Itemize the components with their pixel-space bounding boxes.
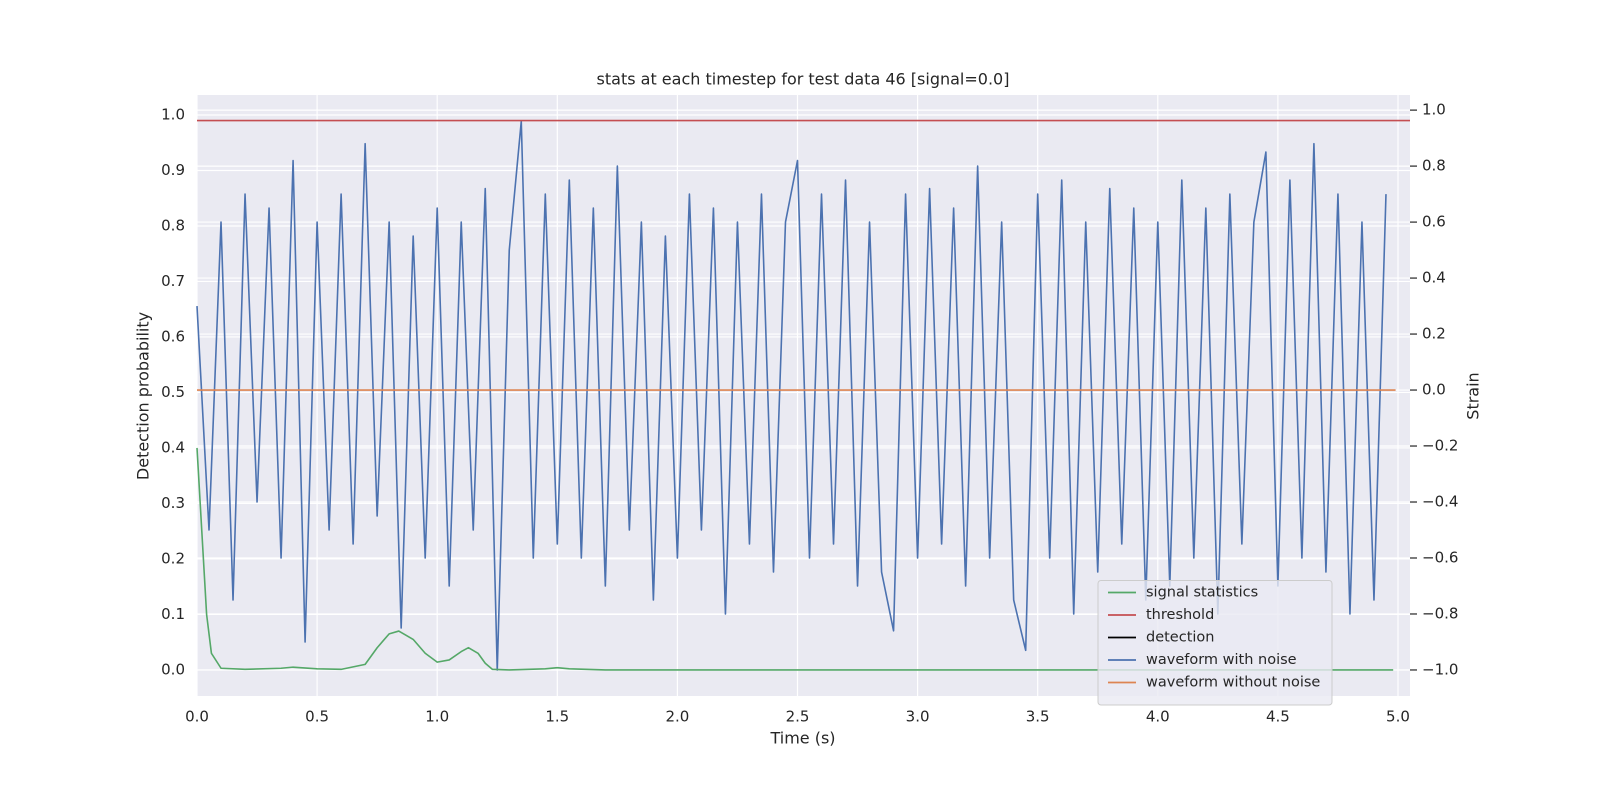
x-tick-label: 3.0 (906, 708, 930, 726)
x-tick-label: 3.5 (1026, 708, 1050, 726)
y2-tick-label: 0.6 (1422, 213, 1446, 231)
y-tick-label: 0.6 (161, 327, 185, 345)
x-tick-label: 1.0 (425, 708, 449, 726)
x-tick-label: 0.5 (305, 708, 329, 726)
y2-tick-label: −0.8 (1422, 604, 1458, 622)
y2-tick-label: 0.2 (1422, 325, 1446, 343)
legend-label: waveform with noise (1146, 652, 1297, 668)
x-axis-label: Time (s) (769, 729, 835, 748)
y2-tick-label: 0.4 (1422, 269, 1446, 287)
legend-label: waveform without noise (1146, 675, 1320, 691)
y2-tick-label: −0.6 (1422, 548, 1458, 566)
y-tick-label: 0.5 (161, 383, 185, 401)
y-tick-label: 0.9 (161, 161, 185, 179)
series-line (196, 447, 1394, 671)
y-tick-label: 0.7 (161, 272, 185, 290)
y2-tick-label: −1.0 (1422, 660, 1458, 678)
series-line (196, 120, 1387, 671)
y2-tick-label: 1.0 (1422, 101, 1446, 119)
x-tick-label: 1.5 (545, 708, 569, 726)
y-tick-label: 0.2 (161, 549, 185, 567)
y-tick-label: 0.8 (161, 216, 185, 234)
y2-tick-label: −0.2 (1422, 437, 1458, 455)
y2-tick-label: −0.4 (1422, 493, 1458, 511)
legend-label: threshold (1146, 607, 1214, 623)
y2-axis-label: Strain (1464, 372, 1483, 419)
y-tick-label: 1.0 (161, 105, 185, 123)
x-tick-label: 2.5 (786, 708, 810, 726)
x-tick-label: 4.5 (1266, 708, 1290, 726)
y2-tick-label: 0.8 (1422, 157, 1446, 175)
y2-tick-label: 0.0 (1422, 381, 1446, 399)
y-tick-label: 0.3 (161, 494, 185, 512)
y-axis-label: Detection probability (134, 312, 153, 480)
lines (196, 119, 1410, 671)
y-tick-label: 0.0 (161, 660, 185, 678)
x-tick-label: 2.0 (665, 708, 689, 726)
chart-title: stats at each timestep for test data 46 … (597, 70, 1010, 89)
y-tick-label: 0.1 (161, 605, 185, 623)
legend-label: signal statistics (1146, 585, 1258, 601)
x-tick-label: 5.0 (1386, 708, 1410, 726)
x-tick-label: 4.0 (1146, 708, 1170, 726)
legend-label: detection (1146, 630, 1214, 646)
x-tick-label: 0.0 (185, 708, 209, 726)
y-tick-label: 0.4 (161, 438, 185, 456)
legend: signal statistics threshold detection wavef… (1097, 580, 1333, 706)
legend-box (1097, 580, 1333, 706)
